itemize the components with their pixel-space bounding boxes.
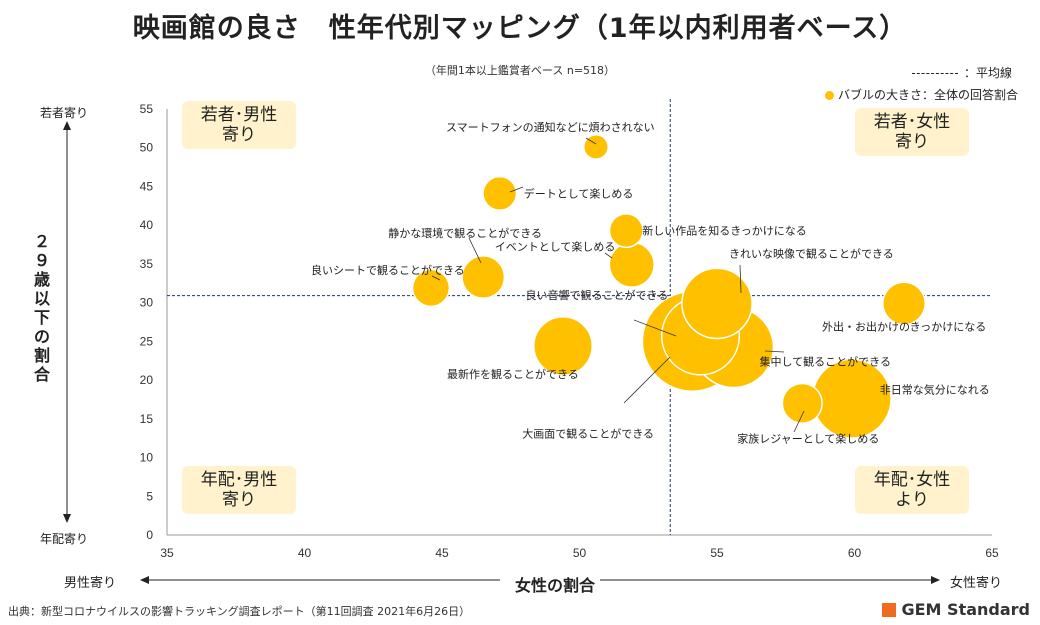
bubble-point xyxy=(811,358,892,439)
x-tick-label: 40 xyxy=(298,546,312,560)
quadrant-older-female: 年配･女性 より xyxy=(855,466,969,514)
y-tick-label: 55 xyxy=(140,102,154,116)
x-tick-label: 35 xyxy=(160,546,174,560)
leader-line xyxy=(468,237,482,264)
x-direction-arrow xyxy=(140,576,940,584)
x-tick-label: 60 xyxy=(848,546,862,560)
data-label: きれいな映像で観ることができる xyxy=(729,246,894,260)
leader-line xyxy=(739,264,742,294)
x-axis-title: 女性の割合 xyxy=(514,576,595,595)
y-bottom-label: 年配寄り xyxy=(40,532,89,546)
brand-name: GEM Standard xyxy=(901,600,1030,619)
brand-mark-icon xyxy=(882,603,897,617)
leader-line xyxy=(604,252,613,259)
legend-bubble-label: バブルの大きさ：全体の回答割合 xyxy=(837,88,1018,102)
x-right-label: 女性寄り xyxy=(950,576,1003,591)
bubble-point xyxy=(882,281,926,326)
y-tick-label: 10 xyxy=(140,451,154,465)
quadrant-young-female: 若者･女性 寄り xyxy=(855,108,969,156)
y-tick-label: 0 xyxy=(146,528,153,542)
leader-line xyxy=(585,137,597,145)
y-tick-label: 40 xyxy=(140,218,154,232)
legend-bubble-size: バブルの大きさ：全体の回答割合 xyxy=(824,86,1018,103)
leader-line xyxy=(633,319,677,337)
bubbles xyxy=(411,134,926,439)
data-label: 最新作を観ることができる xyxy=(447,367,579,381)
bubble-swatch xyxy=(824,91,834,100)
page-subtitle: （年間1本以上鑑賞者ベース n=518） xyxy=(424,64,616,77)
leader-line xyxy=(793,410,805,433)
data-label: スマートフォンの通知などに煩わされない xyxy=(446,120,655,134)
data-label: 外出・お出かけのきっかけになる xyxy=(822,319,986,333)
data-label: 静かな環境で観ることができる xyxy=(388,226,542,240)
data-label: 家族レジャーとして楽しめる xyxy=(737,431,879,445)
leader-line xyxy=(431,275,441,281)
data-label: 集中して観ることができる xyxy=(760,355,891,369)
bubble-point xyxy=(533,316,593,376)
quadrant-young-male: 若者･男性 寄り xyxy=(182,101,296,149)
data-label: 新しい作品を知るきっかけになる xyxy=(642,224,807,238)
bubble-point xyxy=(608,241,655,288)
y-top-label: 若者寄り xyxy=(40,106,89,120)
bubble-point xyxy=(681,267,753,340)
x-tick-label: 55 xyxy=(710,546,724,560)
bubble-point xyxy=(781,382,823,424)
point-labels: スマートフォンの通知などに煩わされないデートとして楽しめる新しい作品を知るきっか… xyxy=(311,120,990,445)
dashed-line-swatch xyxy=(911,73,958,74)
leader-line xyxy=(509,186,524,193)
legend-line-label: ：平均線 xyxy=(963,66,1012,80)
y-tick-label: 35 xyxy=(140,257,154,271)
bubble-point xyxy=(482,175,518,211)
bubble-point xyxy=(461,255,506,300)
source-note: 出典：新型コロナウイルスの影響トラッキング調査レポート（第11回調査 2021年… xyxy=(8,605,471,618)
data-label: 大画面で観ることができる xyxy=(522,426,654,440)
data-label: 非日常な気分になれる xyxy=(880,383,990,397)
bubble-point xyxy=(583,134,609,160)
x-left-label: 男性寄り xyxy=(64,576,117,591)
y-direction-arrow xyxy=(63,121,71,523)
data-label: 良いシートで観ることができる xyxy=(311,263,465,277)
data-label: デートとして楽しめる xyxy=(524,186,634,200)
data-label: イベントとして楽しめる xyxy=(495,241,616,254)
x-tick-label: 65 xyxy=(985,546,999,560)
x-tick-label: 45 xyxy=(435,546,449,560)
y-tick-label: 15 xyxy=(140,412,154,426)
y-tick-label: 5 xyxy=(146,489,153,503)
bubble-point xyxy=(411,268,451,308)
quadrant-older-male: 年配･男性 寄り xyxy=(182,466,296,514)
leader-line xyxy=(623,356,671,404)
leader-line xyxy=(764,350,785,353)
page-title: 映画館の良さ 性年代別マッピング（1年以内利用者ベース） xyxy=(132,13,908,44)
y-tick-label: 50 xyxy=(140,141,154,155)
bubble-point xyxy=(608,213,644,249)
y-tick-label: 30 xyxy=(140,296,154,310)
data-label: 良い音響で観ることができる xyxy=(526,288,669,302)
y-tick-label: 25 xyxy=(140,334,154,348)
x-tick-label: 50 xyxy=(573,546,587,560)
y-tick-label: 20 xyxy=(140,373,154,387)
brand-logo: GEM Standard xyxy=(882,600,1030,619)
tick-labels: 0 5 10 15 20 25 30 35 40 45 50 55 35 40 45 50 55 60 65 xyxy=(140,102,999,560)
legend-average-line: ：平均線 xyxy=(911,64,1012,81)
y-tick-label: 45 xyxy=(140,179,154,193)
axes-layer xyxy=(166,109,992,536)
